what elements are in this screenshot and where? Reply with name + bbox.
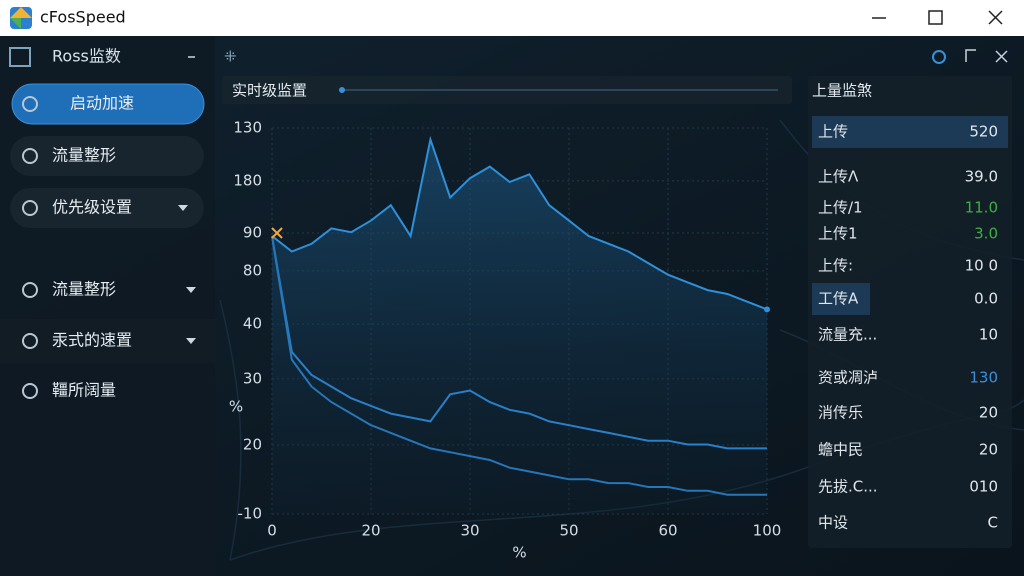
series-line	[271, 235, 767, 450]
nav-label: 韁所阔量	[52, 381, 116, 400]
y-tick-label: 130	[233, 119, 262, 137]
toolbar-button[interactable]	[965, 49, 976, 62]
nav-label: 优先级设置	[52, 198, 132, 217]
stat-label: 蟾中民	[818, 441, 863, 459]
dropdown-arrow	[186, 287, 196, 293]
stat-value: 130	[969, 369, 998, 387]
stat-value: 39.0	[965, 168, 998, 186]
row-highlight	[812, 283, 870, 315]
stat-value: 0.0	[974, 290, 998, 308]
nav-label: 流量整形	[52, 146, 116, 165]
nav-icon	[22, 200, 38, 216]
app-icon-part	[10, 7, 32, 18]
toolbar-icon[interactable]: ⁜	[224, 48, 237, 66]
stat-label: 资或凋泸	[818, 369, 878, 387]
stat-label: 上传Λ	[818, 168, 859, 186]
x-tick-label: 100	[753, 522, 782, 540]
nav-icon	[22, 333, 38, 349]
y-axis-label: %	[229, 398, 243, 416]
stat-label: 中设	[818, 514, 848, 532]
stats-panel-title: 上量监煞	[812, 82, 872, 100]
chart: 130 180 90 80 40 30 20 -100 20 30 50 60 100%%	[229, 119, 781, 562]
stat-value: 10	[979, 326, 998, 344]
x-axis-label: %	[512, 544, 526, 562]
x-tick-label: 60	[658, 522, 677, 540]
stat-value: 20	[979, 441, 998, 459]
y-tick-label: 20	[243, 435, 262, 453]
progress-thumb[interactable]	[339, 87, 345, 93]
dropdown-arrow	[186, 338, 196, 344]
nav-label: 流量整形	[52, 280, 116, 299]
nav-icon	[22, 96, 38, 112]
toolbar-close[interactable]	[995, 50, 1008, 63]
nav-icon	[22, 148, 38, 164]
y-tick-label: 30	[243, 369, 262, 387]
maximize-button[interactable]	[928, 10, 943, 25]
nav-label: 启动加速	[70, 94, 134, 113]
row-highlight	[812, 116, 1008, 148]
series-line	[271, 235, 767, 496]
sidebar	[0, 36, 215, 576]
stat-label: 上传	[818, 123, 848, 141]
toolbar-button[interactable]	[932, 50, 946, 64]
y-tick-label: 80	[243, 261, 262, 279]
area-fill	[272, 139, 767, 514]
stats-panel	[808, 76, 1012, 548]
stat-label: 流量充...	[818, 326, 877, 344]
stat-value: 10 0	[965, 257, 998, 275]
stats-rows: 上传 520 上传Λ 39.0 上传/1 11.0 上传1 3.0 上传: 10 0 工传A 0.0 流…	[812, 116, 1008, 532]
chart-panel-title: 实时级监置	[232, 82, 307, 100]
stat-value: C	[988, 514, 998, 532]
stat-value: 010	[969, 478, 998, 496]
x-tick-label: 0	[267, 522, 277, 540]
y-tick-label: 180	[233, 171, 262, 189]
nav-icon	[22, 383, 38, 399]
stat-label: 上传:	[818, 257, 853, 275]
sidebar-header: Ross监数	[52, 47, 121, 66]
x-tick-label: 20	[361, 522, 380, 540]
sidebar-icon	[9, 47, 31, 67]
stat-label: 工传A	[818, 290, 859, 308]
y-tick-label: 90	[243, 223, 262, 241]
stat-label: 消传乐	[818, 404, 863, 422]
title-bar	[0, 0, 1024, 36]
nav-icon	[22, 282, 38, 298]
marker	[271, 227, 283, 239]
y-tick-label: 40	[243, 315, 262, 333]
nav-item[interactable]	[0, 319, 215, 363]
dropdown-arrow	[178, 205, 188, 211]
stat-label: 上传/1	[818, 199, 863, 217]
stat-value: 11.0	[965, 199, 998, 217]
y-tick-label: -10	[238, 505, 263, 523]
line-end-dot	[764, 306, 770, 313]
x-tick-label: 30	[460, 522, 479, 540]
window-title: cFosSpeed	[40, 8, 126, 27]
stat-label: 先拔.C...	[818, 478, 878, 496]
stat-label: 上传1	[818, 225, 858, 243]
stat-value: 20	[979, 404, 998, 422]
nav-label: 汞式的速置	[52, 331, 132, 350]
nav-button[interactable]	[10, 136, 204, 176]
nav-button-active[interactable]	[11, 83, 205, 125]
x-tick-label: 50	[559, 522, 578, 540]
app-icon-part	[10, 18, 21, 29]
nav-button[interactable]	[10, 188, 204, 228]
stat-value: 520	[969, 123, 998, 141]
stat-value: 3.0	[974, 225, 998, 243]
close-button[interactable]	[988, 10, 1003, 25]
series-line	[271, 135, 768, 311]
